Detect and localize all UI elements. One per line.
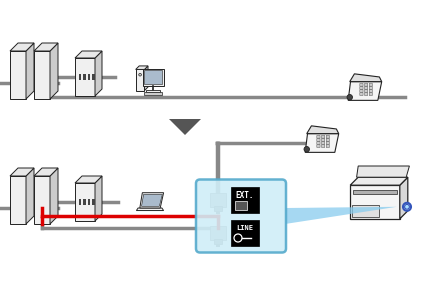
FancyBboxPatch shape (88, 199, 91, 205)
FancyBboxPatch shape (210, 193, 226, 207)
FancyBboxPatch shape (369, 93, 372, 95)
FancyBboxPatch shape (136, 69, 144, 91)
Circle shape (139, 74, 142, 76)
FancyBboxPatch shape (88, 74, 91, 80)
FancyBboxPatch shape (352, 206, 379, 217)
FancyBboxPatch shape (365, 83, 368, 86)
Polygon shape (10, 43, 34, 51)
FancyBboxPatch shape (360, 83, 363, 86)
FancyBboxPatch shape (326, 145, 329, 148)
FancyBboxPatch shape (322, 145, 325, 148)
Polygon shape (285, 207, 397, 224)
Polygon shape (142, 194, 162, 206)
FancyBboxPatch shape (196, 179, 286, 253)
Polygon shape (305, 134, 339, 152)
FancyBboxPatch shape (75, 183, 95, 221)
Polygon shape (34, 43, 58, 51)
Circle shape (304, 146, 309, 152)
Polygon shape (307, 126, 339, 134)
FancyBboxPatch shape (210, 226, 226, 240)
Polygon shape (144, 66, 148, 91)
FancyBboxPatch shape (369, 90, 372, 92)
FancyBboxPatch shape (365, 93, 368, 95)
FancyBboxPatch shape (317, 139, 320, 141)
FancyBboxPatch shape (144, 92, 162, 95)
Polygon shape (75, 176, 102, 183)
Text: EXT.: EXT. (236, 190, 254, 200)
Polygon shape (357, 166, 409, 177)
FancyBboxPatch shape (360, 93, 363, 95)
FancyBboxPatch shape (322, 142, 325, 144)
Polygon shape (10, 168, 34, 176)
Polygon shape (26, 168, 34, 224)
FancyBboxPatch shape (75, 58, 95, 96)
Polygon shape (75, 51, 102, 58)
FancyBboxPatch shape (144, 70, 162, 84)
FancyBboxPatch shape (231, 220, 259, 246)
Polygon shape (400, 177, 408, 219)
FancyBboxPatch shape (326, 139, 329, 141)
FancyBboxPatch shape (350, 185, 400, 219)
Polygon shape (350, 177, 408, 185)
FancyBboxPatch shape (365, 90, 368, 92)
FancyBboxPatch shape (93, 199, 95, 205)
Polygon shape (26, 43, 34, 99)
FancyBboxPatch shape (317, 142, 320, 144)
FancyBboxPatch shape (365, 86, 368, 89)
Polygon shape (95, 176, 102, 221)
FancyBboxPatch shape (326, 142, 329, 144)
Polygon shape (34, 168, 58, 176)
Polygon shape (136, 208, 164, 211)
FancyBboxPatch shape (216, 244, 220, 247)
Polygon shape (169, 119, 201, 135)
FancyBboxPatch shape (34, 176, 50, 224)
FancyBboxPatch shape (360, 86, 363, 89)
FancyBboxPatch shape (34, 51, 50, 99)
FancyBboxPatch shape (369, 83, 372, 86)
FancyBboxPatch shape (369, 86, 372, 89)
Polygon shape (350, 74, 382, 82)
FancyBboxPatch shape (10, 51, 26, 99)
FancyBboxPatch shape (360, 90, 363, 92)
Polygon shape (348, 82, 382, 100)
Circle shape (403, 203, 411, 211)
FancyBboxPatch shape (146, 90, 160, 92)
FancyBboxPatch shape (10, 176, 26, 224)
FancyBboxPatch shape (326, 135, 329, 138)
Circle shape (405, 204, 409, 209)
FancyBboxPatch shape (317, 145, 320, 148)
FancyBboxPatch shape (79, 74, 82, 80)
FancyBboxPatch shape (354, 190, 397, 194)
Polygon shape (50, 168, 58, 224)
FancyBboxPatch shape (216, 211, 220, 214)
FancyBboxPatch shape (79, 199, 82, 205)
Polygon shape (95, 51, 102, 96)
FancyBboxPatch shape (83, 199, 86, 205)
Circle shape (347, 94, 352, 100)
FancyBboxPatch shape (317, 135, 320, 138)
FancyBboxPatch shape (214, 239, 221, 244)
FancyBboxPatch shape (235, 201, 247, 210)
FancyBboxPatch shape (143, 69, 164, 86)
FancyBboxPatch shape (322, 139, 325, 141)
FancyBboxPatch shape (93, 74, 95, 80)
FancyBboxPatch shape (214, 206, 221, 211)
FancyBboxPatch shape (83, 74, 86, 80)
FancyBboxPatch shape (231, 187, 259, 213)
Text: LINE: LINE (236, 225, 253, 231)
Polygon shape (136, 66, 148, 69)
Polygon shape (50, 43, 58, 99)
Polygon shape (140, 193, 164, 208)
FancyBboxPatch shape (322, 135, 325, 138)
